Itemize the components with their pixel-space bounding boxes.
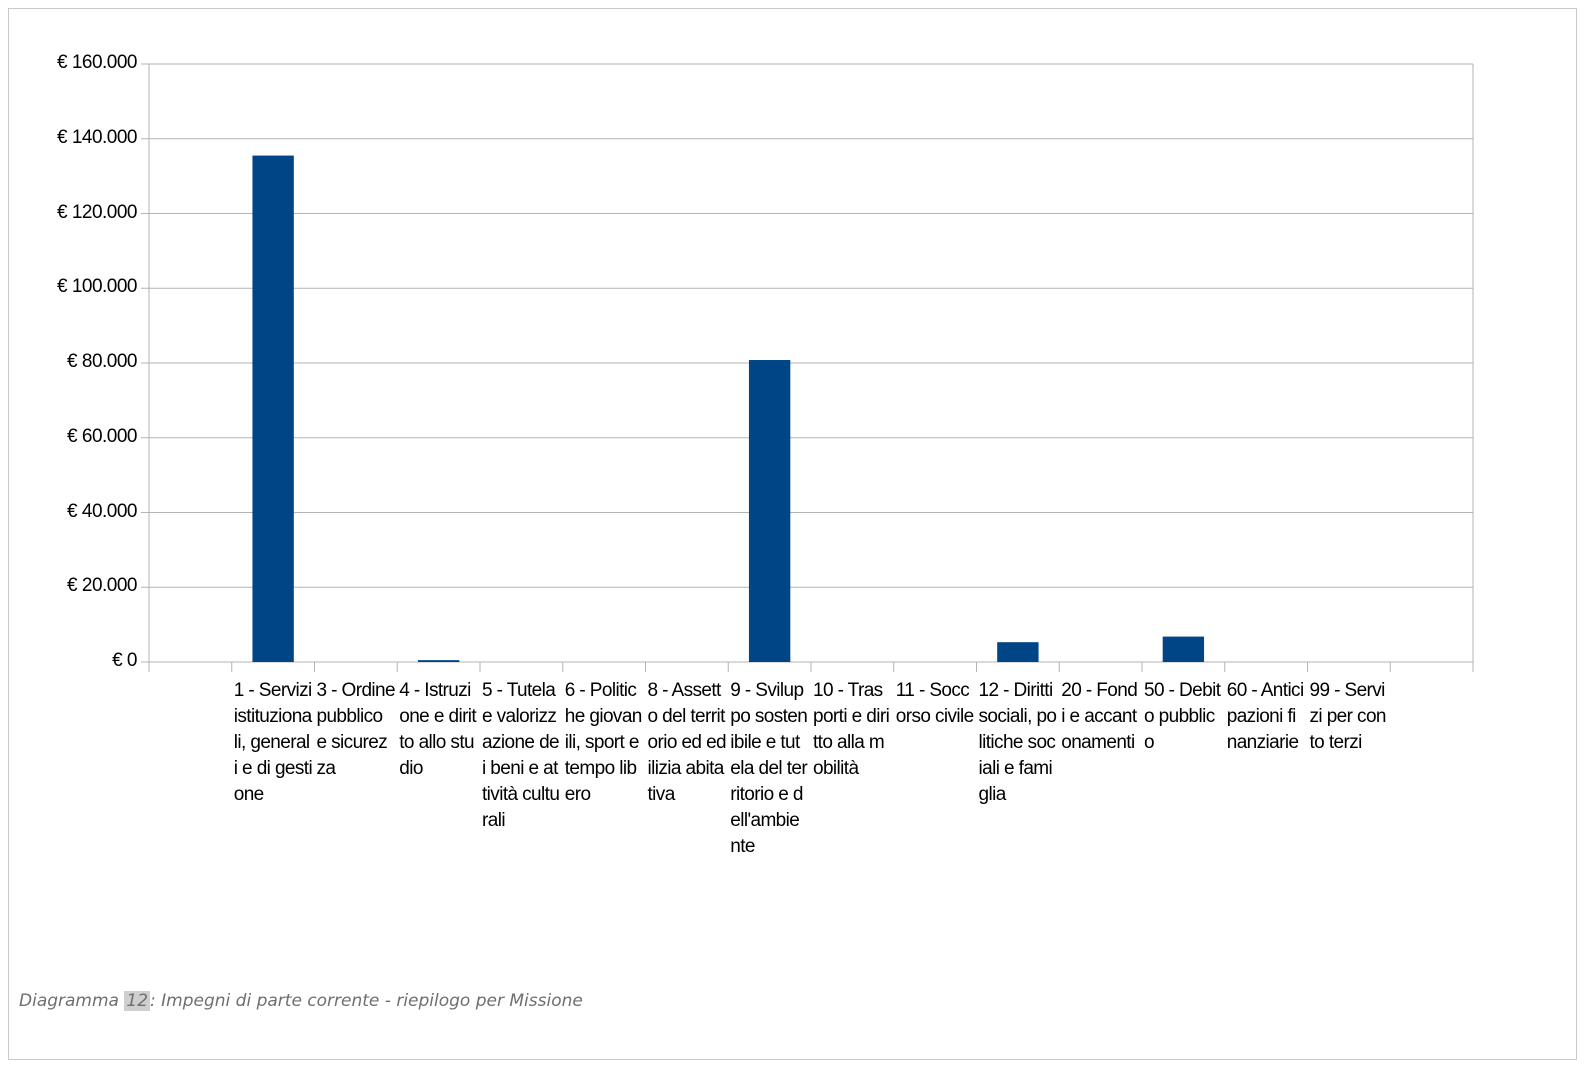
y-tick-label: € 80.000 (67, 351, 137, 372)
y-tick-label: € 60.000 (67, 425, 137, 447)
x-tick-label: 50 - Debito pubblico (1144, 680, 1221, 753)
y-tick-label: € 20.000 (67, 575, 137, 597)
caption-prefix: Diagramma (19, 991, 125, 1011)
x-tick-label: 12 - Diritti sociali, politiche sociali … (978, 680, 1057, 805)
x-tick-label: 99 - Servizi per conto terzi (1309, 680, 1387, 753)
x-tick-label: 4 - Istruzione e diritto allo studio (399, 680, 477, 779)
chart-caption: Diagramma 12: Impegni di parte corrente … (19, 991, 583, 1011)
bar (417, 660, 460, 662)
bar-chart (141, 63, 1474, 672)
x-tick-label: 6 - Politiche giovanili, sport e tempo l… (564, 680, 643, 805)
axes (141, 63, 1474, 672)
x-tick-label: 60 - Anticipazioni finanziarie (1226, 680, 1304, 753)
y-tick-label: € 40.000 (67, 500, 137, 522)
x-tick-label: 11 - Soccorso civile (895, 680, 974, 727)
y-tick-label: € 120.000 (56, 201, 138, 223)
chart-frame: € 0 € 20.000 € 40.000 € 60.000 € 80.000 € 100… (8, 8, 1577, 1060)
bar (1162, 636, 1205, 662)
bar (748, 360, 791, 662)
bar (997, 642, 1039, 662)
x-tick-label: 9 - Sviluppo sostenibile e tutela del te… (730, 680, 808, 857)
grid-lines (149, 63, 1473, 663)
caption-number: 12 (124, 991, 151, 1011)
x-tick-label: 8 - Assetto del territorio ed edilizia a… (647, 680, 727, 805)
x-tick-label: 3 - Ordine pubblico e sicurezza (316, 680, 396, 779)
y-tick-label: € 160.000 (56, 52, 138, 73)
bars (252, 155, 1205, 662)
y-tick-label: € 140.000 (56, 126, 138, 148)
x-tick-label: 5 - Tutela e valorizzazione dei beni e a… (482, 680, 560, 831)
x-tick-label: 10 - Trasporti e diritto alla mobilità (813, 680, 890, 779)
x-tick-label: 20 - Fondi e accantonamenti (1061, 680, 1138, 753)
y-tick-label: € 0 (112, 650, 137, 671)
y-tick-label: € 100.000 (56, 276, 138, 298)
caption-text: : Impegni di parte corrente - riepilogo … (150, 991, 583, 1011)
bar (252, 155, 294, 662)
x-tick-label: 1 - Servizi istituzionali, generali e di… (233, 680, 313, 805)
